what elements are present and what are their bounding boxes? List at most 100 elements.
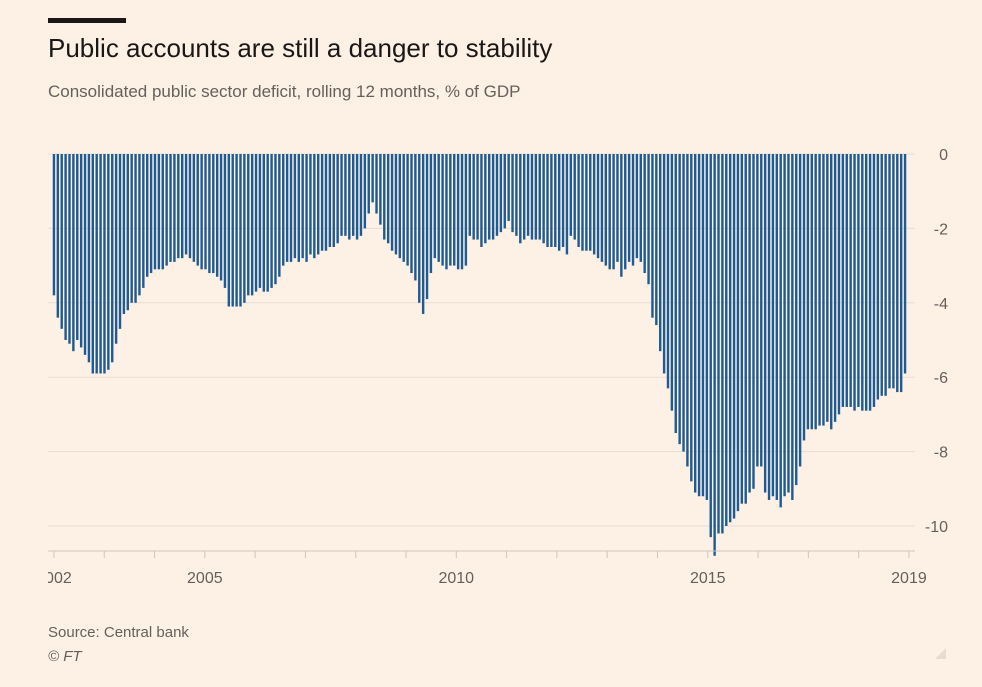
bar	[328, 154, 332, 247]
bar	[674, 154, 677, 433]
bar	[709, 154, 712, 538]
bar	[351, 154, 355, 236]
bar	[367, 154, 370, 214]
x-tick-label: 2019	[891, 570, 927, 587]
bar	[771, 154, 775, 497]
bar	[783, 154, 786, 497]
bar	[433, 154, 437, 259]
bar	[254, 154, 258, 292]
y-tick-label: -8	[934, 445, 948, 462]
bar	[495, 154, 499, 236]
bar	[639, 154, 642, 262]
bar	[655, 154, 658, 326]
bar	[453, 154, 456, 266]
bar	[390, 154, 394, 251]
bar	[270, 154, 273, 288]
bar	[697, 154, 701, 497]
bar	[212, 154, 215, 274]
bar	[386, 154, 390, 244]
bar	[355, 154, 359, 240]
bar	[868, 154, 872, 411]
bar	[103, 154, 106, 374]
bar	[833, 154, 837, 422]
bar	[250, 154, 254, 296]
bar	[177, 154, 180, 259]
bar	[717, 154, 720, 534]
bar	[231, 154, 234, 307]
bar	[511, 154, 514, 233]
bar	[305, 154, 308, 262]
bar	[705, 154, 709, 500]
bar-series	[52, 154, 907, 556]
bar	[324, 154, 328, 251]
bar	[429, 154, 433, 274]
bar	[468, 154, 471, 236]
bar	[748, 154, 751, 493]
bar	[122, 154, 126, 314]
bar	[309, 154, 312, 255]
bar	[903, 154, 907, 374]
bar	[763, 154, 767, 493]
bar	[274, 154, 277, 285]
bar	[421, 154, 425, 314]
bar	[802, 154, 806, 441]
bar	[600, 154, 604, 262]
bar	[153, 154, 157, 270]
bar	[791, 154, 794, 500]
bar	[522, 154, 526, 240]
x-tick-label: 2015	[690, 570, 726, 587]
bar	[215, 154, 219, 277]
bar	[134, 154, 137, 303]
bar	[892, 154, 895, 389]
bar	[111, 154, 114, 363]
bar	[775, 154, 779, 500]
gridlines	[48, 153, 915, 527]
bar	[577, 154, 580, 247]
bar	[884, 154, 887, 396]
bar	[899, 154, 903, 393]
bar	[472, 154, 475, 240]
bar	[864, 154, 868, 411]
bar	[534, 154, 538, 240]
bar	[227, 154, 231, 307]
bar	[344, 154, 347, 236]
title-accent-rule	[48, 18, 126, 23]
bar	[857, 154, 860, 407]
bar	[410, 154, 413, 274]
bar	[526, 154, 530, 236]
bar	[278, 154, 281, 277]
bar	[756, 154, 759, 467]
bar	[888, 154, 891, 389]
bar	[767, 154, 771, 500]
bar	[795, 154, 798, 486]
chart-subtitle: Consolidated public sector deficit, roll…	[48, 82, 521, 101]
bar	[484, 154, 487, 244]
bar	[285, 154, 289, 262]
bar	[686, 154, 689, 467]
bar	[317, 154, 320, 255]
bar	[585, 154, 588, 251]
bar	[557, 154, 561, 251]
bar	[569, 154, 573, 236]
bar	[503, 154, 506, 229]
bar	[445, 154, 448, 270]
bar	[402, 154, 405, 262]
bar	[643, 154, 646, 274]
bar	[542, 154, 545, 244]
bar	[64, 154, 67, 340]
bar	[247, 154, 250, 296]
bar	[561, 154, 565, 247]
bar	[752, 154, 755, 489]
bar	[701, 154, 705, 497]
bar	[480, 154, 483, 247]
y-tick-label: -6	[934, 370, 948, 387]
bar	[845, 154, 848, 407]
bar	[173, 154, 176, 262]
bar	[810, 154, 813, 430]
bar	[437, 154, 440, 262]
bar	[818, 154, 821, 426]
bar	[418, 154, 421, 303]
bar	[258, 154, 262, 288]
bar	[406, 154, 409, 266]
bar	[192, 154, 196, 262]
